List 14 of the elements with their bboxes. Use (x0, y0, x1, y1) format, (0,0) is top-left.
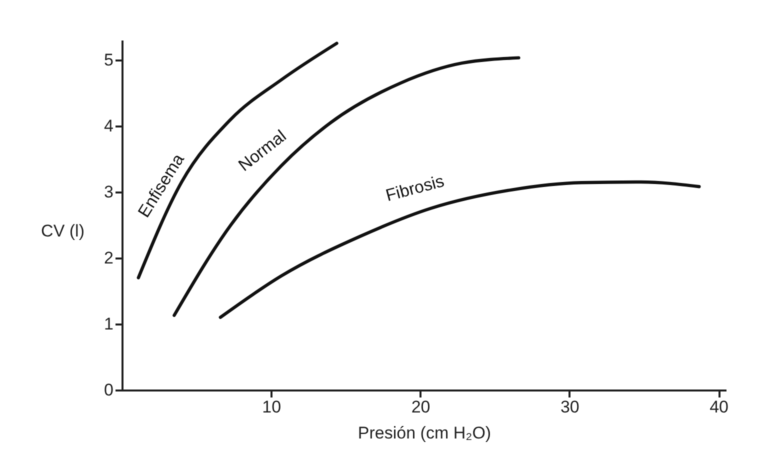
line-series (136, 42, 338, 280)
x-axis-title: Presión (cm H₂O) (358, 424, 492, 442)
text: Fibrosis (384, 171, 446, 206)
y-tick-label: 2 (104, 248, 114, 268)
y-tick-label: 4 (104, 116, 114, 136)
x-tick-label: 20 (411, 398, 430, 416)
y-tick-label: 5 (104, 50, 114, 70)
y-tick-label: 3 (104, 182, 114, 202)
x-tick-label: 10 (262, 398, 282, 416)
y-axis-title: CV (l) (41, 222, 84, 240)
x-tick-label: 30 (560, 398, 580, 416)
y-tick-label: 0 (104, 380, 114, 400)
x-tick-label: 40 (710, 398, 729, 416)
y-tick-label: 1 (104, 314, 114, 334)
